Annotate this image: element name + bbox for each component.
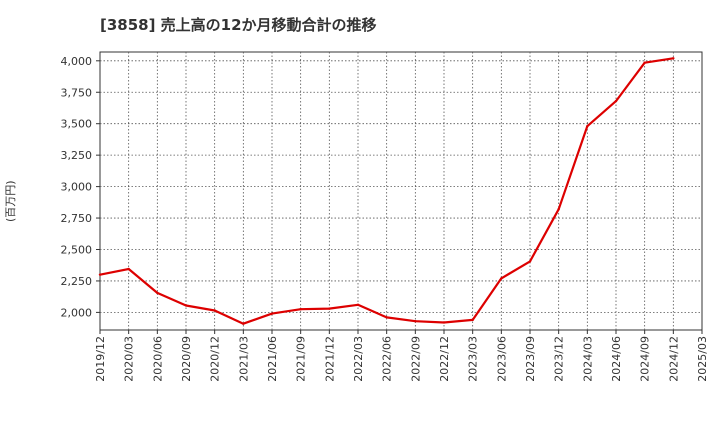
data-point <box>471 318 474 322</box>
x-tick-label: 2021/06 <box>266 336 279 382</box>
x-tick-label: 2022/06 <box>381 336 394 382</box>
data-point <box>213 309 216 312</box>
data-point <box>127 267 130 271</box>
data-point <box>643 61 646 64</box>
y-tick-label: 3,750 <box>61 86 93 99</box>
x-tick-label: 2024/03 <box>581 336 594 382</box>
x-tick-label: 2021/03 <box>237 336 250 382</box>
data-point <box>356 303 360 307</box>
x-tick-label: 2022/03 <box>352 336 365 382</box>
plot-area <box>99 51 703 331</box>
x-tick-label: 2024/06 <box>610 336 623 382</box>
x-tick-label: 2020/06 <box>151 336 164 382</box>
data-point <box>500 277 503 280</box>
x-tick-label: 2023/09 <box>524 336 537 382</box>
y-tick-label: 2,500 <box>61 243 93 256</box>
data-point <box>156 291 159 295</box>
y-tick-label: 4,000 <box>61 55 93 68</box>
y-tick-label: 3,000 <box>61 181 93 194</box>
data-point <box>328 307 331 310</box>
x-tick-label: 2019/12 <box>94 336 107 382</box>
y-tick-label: 3,500 <box>61 118 93 131</box>
x-tick-label: 2023/12 <box>553 336 566 382</box>
data-point <box>528 260 532 263</box>
x-tick-label: 2024/12 <box>667 336 680 382</box>
data-point <box>184 304 188 307</box>
x-tick-label: 2023/06 <box>495 336 508 382</box>
x-tick-label: 2025/03 <box>696 336 709 382</box>
chart-title: [3858] 売上高の12か月移動合計の推移 <box>100 16 377 34</box>
x-tick-label: 2024/09 <box>639 336 652 382</box>
x-tick-label: 2021/12 <box>323 336 336 382</box>
x-tick-label: 2022/09 <box>409 336 422 382</box>
y-tick-label: 2,250 <box>61 275 93 288</box>
y-tick-label: 3,250 <box>61 149 93 162</box>
data-point <box>672 57 675 60</box>
data-point <box>557 208 560 211</box>
data-point <box>270 312 274 315</box>
x-tick-label: 2020/09 <box>180 336 193 382</box>
y-tick-label: 2,000 <box>61 306 93 319</box>
data-point <box>586 125 589 128</box>
x-tick-label: 2020/03 <box>123 336 136 382</box>
x-tick-label: 2022/12 <box>438 336 451 382</box>
data-point <box>98 273 102 276</box>
data-point <box>414 319 417 323</box>
x-tick-label: 2023/03 <box>467 336 480 382</box>
data-point <box>299 308 302 311</box>
data-point <box>614 99 618 103</box>
data-point <box>442 321 446 324</box>
data-point <box>242 322 245 325</box>
y-tick-label: 2,750 <box>61 212 93 225</box>
x-tick-label: 2021/09 <box>295 336 308 382</box>
data-point <box>385 316 388 319</box>
x-tick-label: 2020/12 <box>209 336 222 382</box>
